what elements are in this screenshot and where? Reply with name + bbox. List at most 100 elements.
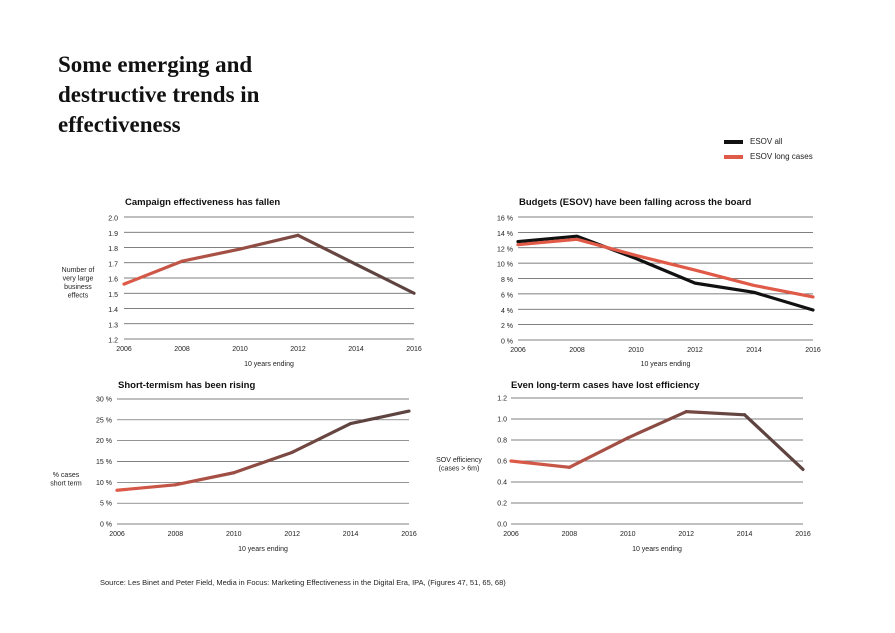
y-tick-label: 2.0 [108,216,118,223]
legend-item-esov-long: ESOV long cases [724,149,813,164]
legend-item-esov-all: ESOV all [724,134,813,149]
x-tick-label: 2012 [284,531,300,538]
x-tick-label: 2016 [805,347,821,354]
legend-swatch-esov-long [724,154,743,159]
y-tick-label: 12 % [497,246,513,253]
y-tick-label: 10 % [96,480,112,487]
x-tick-label: 2008 [168,531,184,538]
y-tick-label: 0 % [501,339,513,346]
legend-label-esov-long: ESOV long cases [750,152,813,161]
x-tick-label: 2010 [628,347,644,354]
x-tick-label: 2010 [620,531,636,538]
series-segment [180,247,242,263]
chart-panel-4: Even long-term cases have lost efficienc… [436,380,811,553]
series-segment [742,413,805,471]
y-tick-label: 1.3 [108,322,118,329]
y-tick-label: 0.8 [497,438,507,445]
x-tick-label: 2014 [746,347,762,354]
y-axis-label-line: SOV efficiency [436,457,482,464]
y-tick-label: 1.9 [108,231,118,238]
y-tick-label: 0 % [100,522,112,529]
y-tick-label: 1.2 [497,396,507,403]
y-tick-label: 16 % [497,216,513,223]
x-tick-label: 2010 [232,346,248,353]
y-axis-label: % cases short term [50,472,82,488]
x-tick-label: 2008 [562,531,578,538]
y-axis-label-line: short term [50,481,82,488]
chart-title: Campaign effectiveness has fallen [125,197,280,208]
y-tick-label: 20 % [96,438,112,445]
x-axis-label: 10 years ending [641,361,691,368]
y-tick-label: 2 % [501,323,513,330]
x-axis-label: 10 years ending [238,546,288,553]
y-tick-label: 0.4 [497,480,507,487]
chart-panel-3: Short-termism has been rising 30 % 25 % 20 … [50,380,417,553]
series-segment [290,421,353,454]
y-tick-label: 1.8 [108,246,118,253]
y-tick-label: 1.7 [108,261,118,268]
y-tick-label: 0.6 [497,459,507,466]
y-axis-label-line: % cases [53,472,80,479]
chart-panel-1: Campaign effectiveness has fallen 2.0 1.9 1… [62,197,422,368]
y-tick-label: 4 % [501,308,513,315]
x-axis-label: 10 years ending [632,546,682,553]
series-line-esov-long-cases [516,237,815,299]
x-tick-label: 2006 [503,531,519,538]
y-tick-label: 30 % [96,397,112,404]
x-tick-label: 2014 [348,346,364,353]
x-tick-label: 2016 [795,531,811,538]
page-title: Some emerging and destructive trends in … [58,52,260,137]
x-tick-label: 2008 [569,347,585,354]
legend-label-esov-all: ESOV all [750,137,783,146]
x-tick-label: 2008 [174,346,190,353]
y-tick-label: 1.4 [108,307,118,314]
y-tick-label: 10 % [497,262,513,269]
y-tick-label: 6 % [501,292,513,299]
y-tick-label: 15 % [96,459,112,466]
x-tick-label: 2006 [109,531,125,538]
x-tick-label: 2010 [226,531,242,538]
y-axis-label-line: business [64,284,92,291]
y-tick-label: 1.6 [108,277,118,284]
y-tick-label: 1.2 [108,338,118,345]
x-tick-label: 2012 [687,347,703,354]
x-tick-label: 2006 [116,346,132,353]
chart-title: Short-termism has been rising [118,380,255,391]
series-segment [567,436,630,469]
y-tick-label: 5 % [100,501,112,508]
legend: ESOV all ESOV long cases [724,134,813,164]
y-tick-label: 1.5 [108,292,118,299]
series-segment [238,233,300,251]
y-axis-label-line: very large [63,276,94,283]
y-tick-label: 8 % [501,277,513,284]
series-segment [349,409,411,426]
y-tick-label: 25 % [96,417,112,424]
y-axis-label-line: Number of [62,267,95,274]
legend-swatch-esov-all [724,139,743,144]
x-tick-label: 2016 [406,346,422,353]
x-tick-label: 2014 [343,531,359,538]
chart-title: Budgets (ESOV) have been falling across … [519,197,751,208]
x-tick-label: 2012 [678,531,694,538]
x-tick-label: 2016 [401,531,417,538]
y-tick-label: 14 % [497,231,513,238]
x-tick-label: 2012 [290,346,306,353]
chart-panel-2: Budgets (ESOV) have been falling across … [497,197,821,368]
source-note: Source: Les Binet and Peter Field, Media… [100,578,506,587]
x-tick-label: 2006 [510,347,526,354]
series-segment [354,262,416,295]
series-segment [626,410,688,440]
series-segment [122,259,184,286]
series-segment [232,450,294,475]
series-line-esov-all [516,234,815,312]
y-tick-label: 1.0 [497,417,507,424]
x-tick-label: 2014 [737,531,753,538]
y-tick-label: 0.0 [497,522,507,529]
series-segment [684,410,747,417]
x-axis-label: 10 years ending [244,361,294,368]
series-segment [509,459,572,469]
y-tick-label: 0.2 [497,501,507,508]
y-axis-label-line: effects [68,293,89,300]
chart-title: Even long-term cases have lost efficienc… [511,380,700,391]
